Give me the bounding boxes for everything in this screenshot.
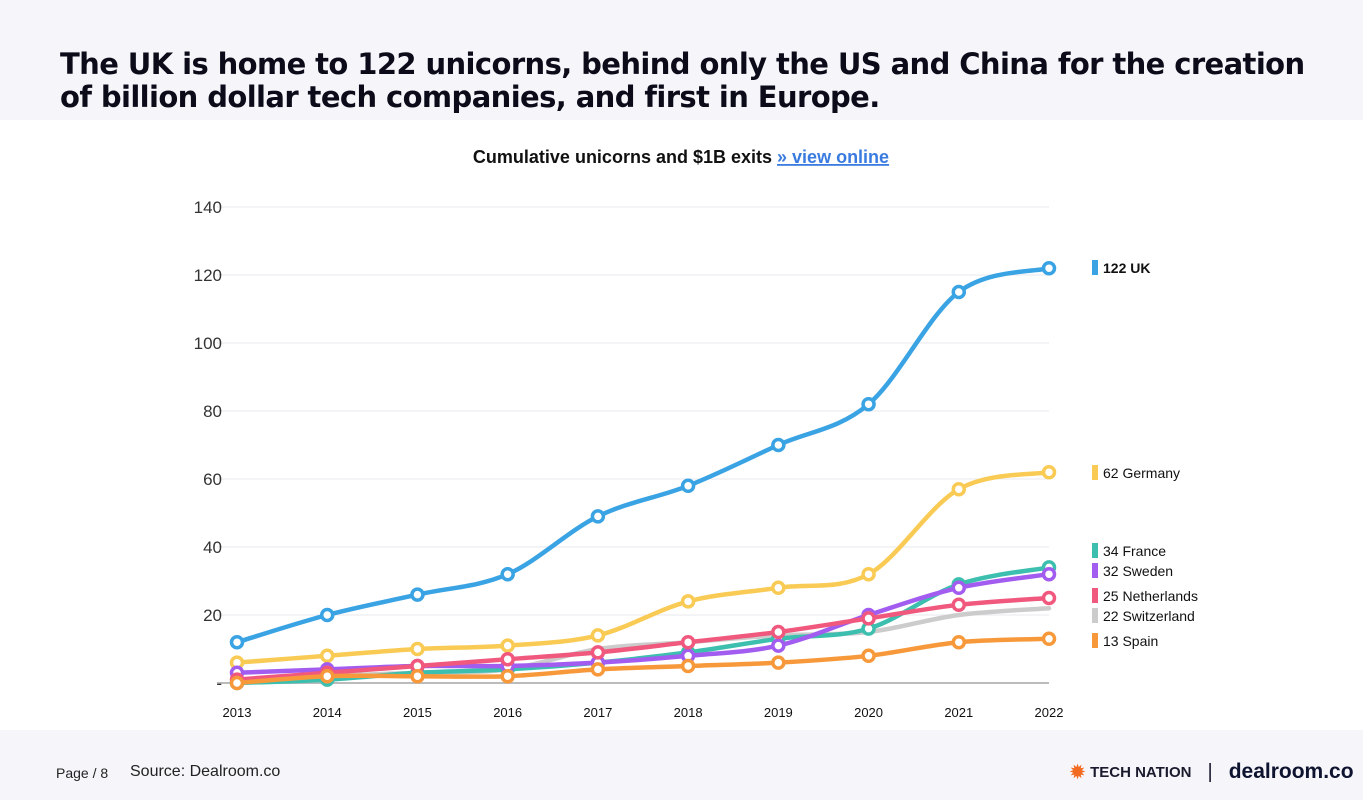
sun-icon: ✹ bbox=[1070, 761, 1086, 782]
legend-swatch bbox=[1092, 608, 1098, 623]
y-tick-label: 60 bbox=[203, 470, 222, 489]
data-point bbox=[861, 566, 876, 582]
data-point bbox=[1041, 464, 1057, 480]
x-tick-label: 2022 bbox=[1035, 705, 1064, 720]
data-point bbox=[319, 648, 335, 664]
data-point bbox=[410, 641, 425, 657]
legend-swatch bbox=[1092, 260, 1098, 275]
chart-title: Cumulative unicorns and $1B exits » view… bbox=[473, 147, 889, 167]
data-point bbox=[771, 655, 786, 670]
data-point bbox=[861, 611, 876, 626]
data-point bbox=[410, 668, 425, 684]
view-online-link[interactable]: » view online bbox=[777, 147, 889, 167]
data-point bbox=[951, 580, 967, 596]
source-note: Source: Dealroom.co bbox=[130, 763, 281, 780]
legend-swatch bbox=[1092, 465, 1098, 480]
x-tick-label: 2016 bbox=[493, 705, 522, 720]
data-point bbox=[500, 668, 515, 684]
data-point bbox=[951, 634, 967, 650]
data-point bbox=[1041, 590, 1057, 606]
legend-swatch bbox=[1092, 563, 1098, 578]
y-tick-label: 40 bbox=[203, 538, 222, 557]
data-point bbox=[951, 284, 967, 300]
data-point bbox=[771, 437, 786, 453]
x-tick-label: 2014 bbox=[313, 705, 342, 720]
legend-label: 22 Switzerland bbox=[1103, 608, 1195, 624]
data-point bbox=[319, 668, 335, 684]
footer-band bbox=[0, 730, 1363, 800]
data-point bbox=[951, 597, 967, 613]
series-line-spain bbox=[234, 636, 1052, 686]
y-tick-label: 20 bbox=[203, 606, 222, 625]
logo-separator: | bbox=[1207, 760, 1213, 783]
data-point bbox=[680, 594, 696, 609]
data-point bbox=[680, 478, 696, 494]
legend-label: 32 Sweden bbox=[1103, 563, 1173, 579]
series-line-germany bbox=[234, 469, 1052, 665]
legend-label: 122 UK bbox=[1103, 260, 1150, 276]
x-tick-label: 2018 bbox=[674, 705, 703, 720]
data-point bbox=[771, 624, 786, 640]
x-tick-label: 2021 bbox=[944, 705, 973, 720]
data-point bbox=[500, 651, 515, 667]
page-title: The UK is home to 122 unicorns, behind o… bbox=[60, 47, 1305, 114]
page-number: Page / 8 bbox=[56, 765, 109, 781]
data-point bbox=[319, 607, 335, 623]
tech-nation-logo: ✹ TECH NATION bbox=[1070, 761, 1192, 782]
y-tick-label: 100 bbox=[194, 334, 222, 353]
data-point bbox=[590, 509, 606, 524]
dealroom-logo: dealroom.co bbox=[1228, 760, 1354, 783]
data-point bbox=[680, 634, 696, 650]
y-tick-label: 80 bbox=[203, 402, 222, 421]
data-point bbox=[500, 638, 515, 653]
y-tick-label: 140 bbox=[194, 198, 222, 217]
data-point bbox=[590, 628, 606, 643]
legend-label: 25 Netherlands bbox=[1103, 588, 1198, 604]
series-line-uk bbox=[234, 265, 1052, 645]
data-point bbox=[1041, 631, 1057, 647]
legend-swatch bbox=[1092, 543, 1098, 558]
data-point bbox=[590, 645, 606, 660]
series-line-netherlands bbox=[234, 595, 1052, 682]
data-point bbox=[771, 580, 786, 596]
x-tick-label: 2015 bbox=[403, 705, 432, 720]
data-point bbox=[861, 396, 876, 412]
x-tick-label: 2013 bbox=[223, 705, 252, 720]
x-tick-label: 2017 bbox=[583, 705, 612, 720]
data-point bbox=[680, 658, 696, 674]
header-band bbox=[0, 0, 1363, 120]
data-point bbox=[590, 662, 606, 677]
legend-label: 62 Germany bbox=[1103, 465, 1180, 481]
footer-logos: ✹ TECH NATION | dealroom.co bbox=[1070, 760, 1354, 784]
legend-swatch bbox=[1092, 633, 1098, 648]
data-point bbox=[951, 481, 967, 497]
series-line-sweden bbox=[234, 571, 1052, 676]
data-point bbox=[861, 648, 876, 664]
data-point bbox=[229, 634, 245, 650]
legend-swatch bbox=[1092, 588, 1098, 603]
data-point bbox=[229, 675, 245, 691]
data-point bbox=[410, 587, 425, 602]
x-tick-label: 2019 bbox=[764, 705, 793, 720]
data-point bbox=[500, 566, 515, 582]
y-tick-label: - bbox=[216, 674, 222, 693]
x-tick-label: 2020 bbox=[854, 705, 883, 720]
data-point bbox=[1041, 566, 1057, 582]
y-tick-label: 120 bbox=[194, 266, 222, 285]
data-point bbox=[771, 638, 786, 653]
data-point bbox=[1041, 260, 1057, 276]
legend-label: 34 France bbox=[1103, 543, 1166, 559]
legend-label: 13 Spain bbox=[1103, 633, 1158, 649]
